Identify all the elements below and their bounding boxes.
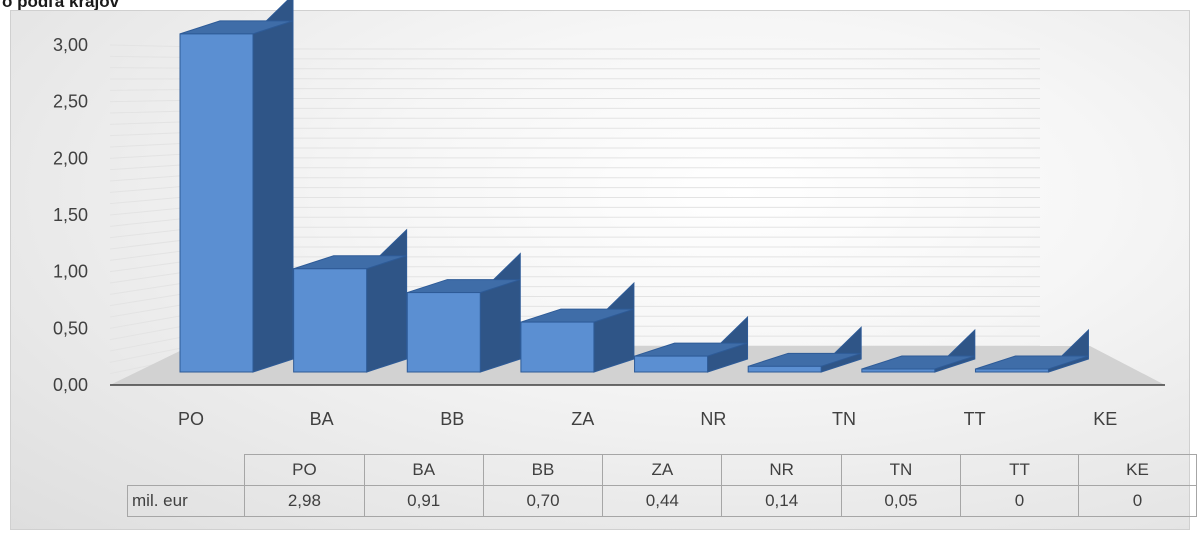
table-value-cell: 0,70 <box>482 485 604 517</box>
table-corner-cell <box>127 454 246 486</box>
x-tick-label: BA <box>310 409 334 429</box>
x-tick-label: TN <box>832 409 856 429</box>
data-table: PO BA BB ZA NR TN TT KE mil. eur 2,98 0,… <box>126 454 1197 517</box>
y-tick-label: 3,00 <box>53 35 88 55</box>
bar-front <box>179 33 254 373</box>
table-header-row: PO BA BB ZA NR TN TT KE <box>127 454 1197 486</box>
table-value-cell: 0,14 <box>721 485 842 517</box>
table-row-label: mil. eur <box>126 485 246 517</box>
table-value-cell: 2,98 <box>244 485 365 517</box>
y-tick-label: 1,00 <box>53 262 88 282</box>
table-header-cell: BA <box>363 454 484 486</box>
y-axis-ticks: 0,00 0,50 1,00 1,50 2,00 2,50 3,00 <box>53 35 88 395</box>
bar-side <box>366 228 408 373</box>
table-header-cell: NR <box>721 454 842 486</box>
x-tick-label: PO <box>178 409 204 429</box>
bar <box>179 0 294 373</box>
bar-front <box>634 355 709 373</box>
table-value-cell: 0,91 <box>363 485 484 517</box>
y-tick-label: 2,00 <box>53 148 88 168</box>
data-table-container: PO BA BB ZA NR TN TT KE mil. eur 2,98 0,… <box>126 454 1197 517</box>
bar-side <box>479 252 521 373</box>
bar-front <box>861 368 936 373</box>
y-tick-label: 0,50 <box>53 318 88 338</box>
table-value-cell: 0,44 <box>602 485 723 517</box>
x-tick-label: TT <box>964 409 986 429</box>
bars <box>179 0 1089 373</box>
bar-front <box>974 368 1049 373</box>
x-tick-label: BB <box>440 409 464 429</box>
y-tick-label: 1,50 <box>53 205 88 225</box>
x-axis-ticks: PO BA BB ZA NR TN TT KE <box>178 409 1117 429</box>
bar <box>974 328 1089 373</box>
x-tick-label: ZA <box>571 409 594 429</box>
bar-front <box>293 268 368 373</box>
table-header-cell: ZA <box>602 454 723 486</box>
bar <box>520 281 635 373</box>
y-tick-label: 2,50 <box>53 92 88 112</box>
table-header-cell: TT <box>960 454 1079 486</box>
chart-title: o podľa krajov <box>2 0 120 11</box>
bar-front <box>520 321 595 373</box>
x-tick-label: KE <box>1093 409 1117 429</box>
table-row: mil. eur 2,98 0,91 0,70 0,44 0,14 0,05 0… <box>126 485 1197 517</box>
bar-side <box>252 0 294 373</box>
bar-front <box>406 292 481 373</box>
table-header-cell: TN <box>840 454 962 486</box>
table-header-cell: BB <box>482 454 604 486</box>
y-tick-label: 0,00 <box>53 375 88 395</box>
table-header-cell: KE <box>1077 454 1197 486</box>
bar <box>861 328 976 373</box>
table-value-cell: 0 <box>960 485 1079 517</box>
table-value-cell: 0,05 <box>840 485 962 517</box>
x-tick-label: NR <box>700 409 726 429</box>
table-header-cell: PO <box>244 454 365 486</box>
bar-front <box>747 365 822 373</box>
bar <box>293 228 408 373</box>
bar <box>406 252 521 373</box>
bar <box>634 315 749 373</box>
bar <box>747 326 862 373</box>
table-value-cell: 0 <box>1077 485 1197 517</box>
